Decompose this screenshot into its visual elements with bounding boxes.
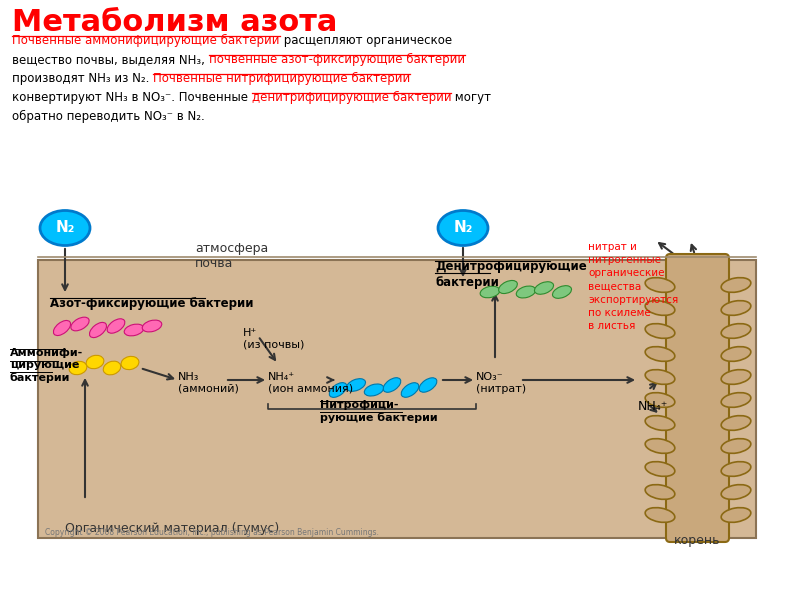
Ellipse shape [721, 485, 751, 499]
Ellipse shape [481, 285, 499, 299]
Text: NH₄⁺: NH₄⁺ [638, 400, 668, 413]
Ellipse shape [645, 461, 675, 476]
Text: конвертируют NH₃ в NO₃⁻. Почвенные: конвертируют NH₃ в NO₃⁻. Почвенные [12, 91, 252, 104]
Ellipse shape [721, 508, 751, 523]
Ellipse shape [90, 322, 106, 338]
Text: Метаболизм азота: Метаболизм азота [12, 8, 338, 37]
Ellipse shape [517, 286, 535, 298]
Ellipse shape [125, 323, 143, 337]
Ellipse shape [721, 278, 751, 292]
Ellipse shape [721, 323, 751, 338]
Ellipse shape [721, 347, 751, 361]
Text: NH₄⁺
(ион аммония): NH₄⁺ (ион аммония) [268, 372, 353, 394]
Ellipse shape [645, 485, 675, 499]
FancyBboxPatch shape [666, 254, 729, 542]
Text: расщепляют органическое: расщепляют органическое [279, 34, 452, 47]
Ellipse shape [645, 370, 675, 385]
Text: Copyright © 2008 Pearson Education, Inc., publishing as Pearson Benjamin Cumming: Copyright © 2008 Pearson Education, Inc.… [45, 528, 379, 537]
Ellipse shape [400, 384, 420, 396]
Ellipse shape [721, 301, 751, 316]
Text: Нитрофици-
рующие бактерии: Нитрофици- рующие бактерии [320, 400, 438, 423]
Text: почва: почва [195, 257, 234, 270]
Text: Органический материал (гумус): Органический материал (гумус) [65, 522, 279, 535]
Text: Почвенные нитрифицирующие бактерии: Почвенные нитрифицирующие бактерии [153, 72, 410, 85]
Text: Азот-фиксирующие бактерии: Азот-фиксирующие бактерии [50, 297, 254, 310]
Ellipse shape [70, 361, 86, 375]
Ellipse shape [645, 301, 675, 316]
Text: денитрифицирующие бактерии: денитрифицирующие бактерии [252, 91, 451, 104]
Text: N₂: N₂ [454, 220, 473, 235]
Ellipse shape [645, 392, 675, 407]
Text: атмосфера: атмосфера [195, 242, 268, 255]
Text: обратно переводить NO₃⁻ в N₂.: обратно переводить NO₃⁻ в N₂. [12, 110, 205, 123]
Ellipse shape [438, 211, 488, 245]
Text: Денитрофицирующие
бактерии: Денитрофицирующие бактерии [435, 260, 586, 289]
Ellipse shape [721, 416, 751, 430]
Ellipse shape [645, 416, 675, 430]
Ellipse shape [499, 280, 517, 294]
Ellipse shape [86, 355, 104, 368]
Text: могут: могут [451, 91, 491, 104]
Text: нитрат и
нитрогенные
органические
вещества
экспортируются
по ксилеме
в листья: нитрат и нитрогенные органические вещест… [588, 242, 678, 331]
Ellipse shape [419, 378, 437, 392]
Ellipse shape [721, 370, 751, 385]
FancyBboxPatch shape [38, 260, 756, 538]
Ellipse shape [645, 347, 675, 361]
Ellipse shape [106, 320, 126, 332]
Ellipse shape [383, 378, 401, 392]
Ellipse shape [645, 278, 675, 292]
Ellipse shape [329, 383, 347, 397]
Text: почвенные азот-фиксирующие бактерии: почвенные азот-фиксирующие бактерии [209, 53, 465, 66]
Ellipse shape [40, 211, 90, 245]
Text: производят NH₃ из N₂.: производят NH₃ из N₂. [12, 72, 153, 85]
Text: корень: корень [674, 534, 720, 547]
Text: вещество почвы, выделяя NH₃,: вещество почвы, выделяя NH₃, [12, 53, 209, 66]
Text: N₂: N₂ [55, 220, 74, 235]
Ellipse shape [121, 356, 139, 370]
Ellipse shape [645, 439, 675, 454]
Ellipse shape [142, 320, 162, 332]
Ellipse shape [721, 392, 751, 407]
Text: Почвенные аммонифицирующие бактерии: Почвенные аммонифицирующие бактерии [12, 34, 279, 47]
Text: NH₃
(аммоний): NH₃ (аммоний) [178, 372, 239, 394]
Ellipse shape [103, 361, 121, 374]
Ellipse shape [365, 383, 383, 397]
Ellipse shape [70, 318, 90, 330]
Ellipse shape [346, 379, 366, 391]
Ellipse shape [645, 508, 675, 523]
Text: H⁺
(из почвы): H⁺ (из почвы) [243, 328, 304, 350]
Text: NO₃⁻
(нитрат): NO₃⁻ (нитрат) [476, 372, 526, 394]
Ellipse shape [645, 323, 675, 338]
Ellipse shape [721, 461, 751, 476]
Text: Аммонифи-
цирующие
бактерии: Аммонифи- цирующие бактерии [10, 348, 83, 383]
Ellipse shape [552, 286, 572, 298]
Ellipse shape [721, 439, 751, 454]
Ellipse shape [534, 283, 554, 293]
Ellipse shape [52, 322, 72, 334]
